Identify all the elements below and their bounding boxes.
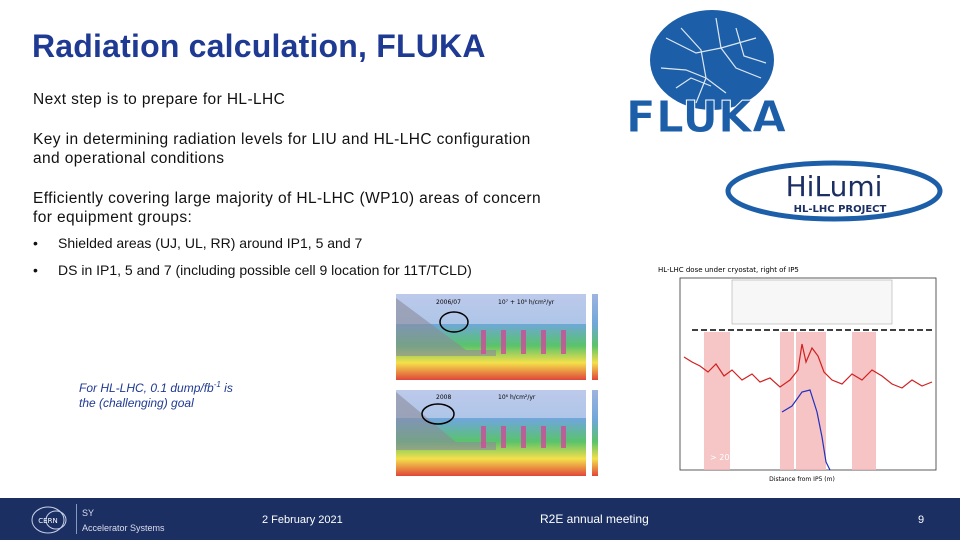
bullet-item: • Shielded areas (UJ, UL, RR) around IP1… bbox=[33, 235, 362, 251]
paragraph-key-line1: Key in determining radiation levels for … bbox=[33, 131, 531, 148]
goal-note-sup: -1 bbox=[213, 380, 221, 389]
paragraph-key: Key in determining radiation levels for … bbox=[33, 130, 531, 168]
footer-date: 2 February 2021 bbox=[262, 514, 343, 526]
dose-plot-title: HL-LHC dose under cryostat, right of IP5 bbox=[658, 266, 799, 274]
bullet-marker: • bbox=[33, 235, 38, 251]
dose-plot-xlabel: Distance from IP5 (m) bbox=[769, 476, 835, 483]
bullet-text: Shielded areas (UJ, UL, RR) around IP1, … bbox=[58, 235, 363, 251]
dose-plot: HL-LHC dose under cryostat, right of IP5… bbox=[658, 266, 937, 483]
paragraph-hl-lhc: Next step is to prepare for HL-LHC bbox=[33, 91, 286, 108]
hilumi-logo-subtext: HL-LHC PROJECT bbox=[794, 204, 887, 215]
fluka-map-top-label: 2006/07 bbox=[436, 299, 461, 306]
paragraph-efficiently-line1: Efficiently covering large majority of H… bbox=[33, 190, 542, 207]
sy-label-line2: Accelerator Systems bbox=[82, 523, 165, 533]
fluka-map-bottom-formula: 10⁶ h/cm²/yr bbox=[498, 394, 536, 401]
paragraph-efficiently-line2: for equipment groups: bbox=[33, 209, 193, 226]
footer-bar: CERN SY Accelerator Systems 2 February 2… bbox=[0, 498, 960, 540]
fluka-map-bottom: 2008 10⁶ h/cm²/yr bbox=[396, 390, 598, 476]
bullet-text: DS in IP1, 5 and 7 (including possible c… bbox=[58, 262, 472, 278]
paragraph-efficiently: Efficiently covering large majority of H… bbox=[33, 189, 541, 227]
bullet-item: • DS in IP1, 5 and 7 (including possible… bbox=[33, 262, 472, 278]
goal-note: For HL-LHC, 0.1 dump/fb-1 is the (challe… bbox=[79, 378, 269, 410]
sy-label-line1: SY bbox=[82, 508, 95, 518]
goal-note-text-end: is bbox=[220, 381, 233, 395]
paragraph-key-line2: and operational conditions bbox=[33, 150, 225, 167]
goal-note-line2: the (challenging) goal bbox=[79, 395, 194, 410]
hilumi-logo: HiLumi HL-LHC PROJECT bbox=[725, 160, 943, 222]
fluka-map-top: 2006/07 10⁷ + 10⁶ h/cm²/yr bbox=[396, 294, 598, 380]
cern-logo-text: CERN bbox=[38, 517, 57, 525]
fluka-map-bottom-label: 2008 bbox=[436, 394, 451, 401]
footer-meeting: R2E annual meeting bbox=[540, 512, 649, 526]
footer-page-number: 9 bbox=[918, 514, 925, 526]
sy-label: SY Accelerator Systems bbox=[82, 508, 165, 534]
hilumi-logo-text: HiLumi bbox=[786, 170, 883, 203]
fluka-map-figure: 2006/07 10⁷ + 10⁶ h/cm²/yr 2008 10⁶ h/cm… bbox=[396, 294, 598, 476]
dose-plot-annotation: > 200 Gy bbox=[710, 453, 748, 462]
fluka-logo: FLUKA bbox=[626, 10, 786, 138]
goal-note-text: For HL-LHC, 0.1 dump/fb bbox=[79, 381, 214, 395]
bullet-marker: • bbox=[33, 262, 38, 278]
fluka-logo-text: FLUKA bbox=[626, 92, 786, 138]
fluka-map-top-formula: 10⁷ + 10⁶ h/cm²/yr bbox=[498, 299, 555, 306]
slide-title: Radiation calculation, FLUKA bbox=[32, 28, 486, 64]
cern-logo: CERN bbox=[31, 506, 67, 534]
fluka-logo-tracks bbox=[660, 17, 767, 104]
